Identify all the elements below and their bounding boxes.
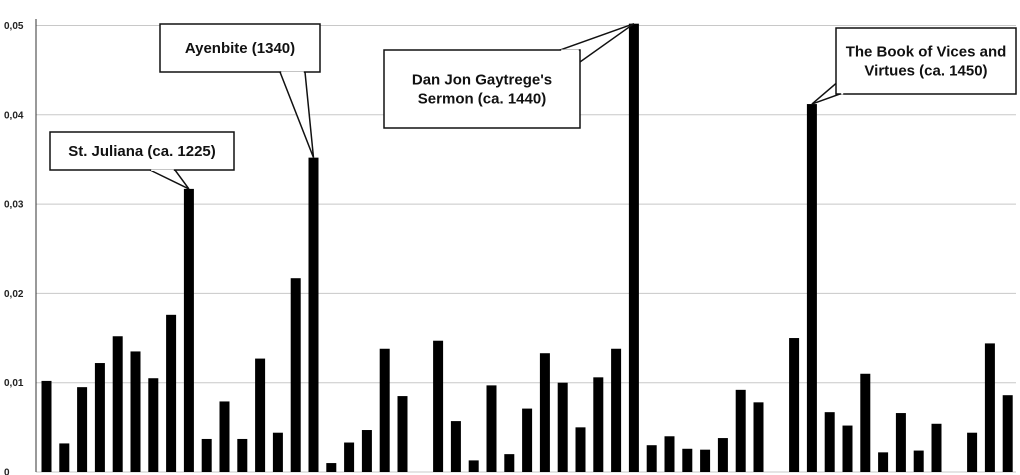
bar: [290, 278, 301, 472]
callout-joint: [841, 79, 844, 95]
callout-label: Virtues (ca. 1450): [864, 63, 987, 80]
y-tick-label: 0: [4, 468, 10, 475]
bar: [646, 445, 657, 472]
bar: [878, 452, 889, 472]
bar: [59, 443, 70, 472]
bar: [379, 348, 390, 472]
bar: [842, 425, 853, 472]
callout: Ayenbite (1340): [159, 23, 321, 158]
bar: [130, 351, 141, 472]
callout-pointer: [149, 169, 190, 190]
bar: [717, 438, 728, 472]
callout-box: [835, 27, 1017, 95]
bar: [913, 450, 924, 472]
bar: [183, 188, 194, 472]
bar: [735, 389, 746, 472]
bar: [628, 23, 639, 473]
bar: [94, 363, 105, 472]
bar: [77, 387, 88, 472]
bar: [148, 378, 159, 472]
bar: [575, 427, 586, 472]
bar: [201, 438, 212, 472]
bar: [219, 401, 230, 472]
bar: [824, 412, 835, 472]
y-tick-label: 0,04: [4, 110, 24, 121]
bar: [967, 432, 978, 472]
bar: [984, 343, 995, 472]
y-tick-label: 0,05: [4, 21, 24, 32]
bar: [468, 460, 479, 472]
callout: St. Juliana (ca. 1225): [49, 131, 235, 190]
bar: [522, 408, 533, 472]
callout-label: Sermon (ca. 1440): [418, 91, 546, 108]
bar: [700, 449, 711, 472]
bar: [308, 157, 319, 473]
bars: [41, 23, 1013, 473]
bar: [504, 454, 515, 472]
callout: Dan Jon Gaytrege's Sermon (ca. 1440): [383, 22, 635, 129]
bar: [112, 336, 123, 472]
bar: [664, 436, 675, 472]
bar: [593, 377, 604, 472]
y-tick-label: 0,03: [4, 200, 24, 211]
bar: [344, 442, 355, 472]
annotations: St. Juliana (ca. 1225) Ayenbite (1340) Dan…: [49, 22, 1017, 190]
y-tick-label: 0,01: [4, 378, 24, 389]
bar: [539, 353, 550, 472]
bar: [41, 380, 52, 472]
bar: [806, 104, 817, 472]
callout: The Book of Vices and Virtues (ca. 1450): [811, 27, 1017, 105]
callout-joint: [151, 169, 174, 171]
bar: [931, 423, 942, 472]
callout-box: [159, 23, 321, 73]
callout-label: St. Juliana (ca. 1225): [68, 143, 216, 160]
bar: [397, 396, 408, 472]
callout-label: The Book of Vices and: [846, 44, 1007, 61]
callout-box: [49, 131, 235, 171]
bar: [557, 382, 568, 472]
bar: [272, 432, 283, 472]
bar: [255, 358, 266, 472]
bar: [486, 385, 497, 472]
bar: [1002, 395, 1013, 472]
bar: [682, 448, 693, 472]
bar: [789, 338, 800, 472]
callout-label: Ayenbite (1340): [185, 40, 295, 57]
bar: [237, 438, 248, 472]
bar: [166, 314, 177, 472]
bar: [450, 421, 461, 472]
callout-box: [383, 49, 581, 129]
y-tick-label: 0,02: [4, 289, 24, 300]
bar: [361, 430, 372, 472]
bar: [895, 413, 906, 472]
bar: [860, 373, 871, 472]
callout-joint: [281, 71, 304, 73]
bar: [326, 463, 337, 472]
bar: [611, 348, 622, 472]
callout-joint: [561, 49, 579, 63]
y-axis-ticks: 0 0,01 0,02 0,03 0,04 0,05: [4, 21, 24, 475]
bar: [753, 402, 764, 472]
callout-label: Dan Jon Gaytrege's: [412, 72, 552, 89]
bar: [433, 340, 444, 472]
